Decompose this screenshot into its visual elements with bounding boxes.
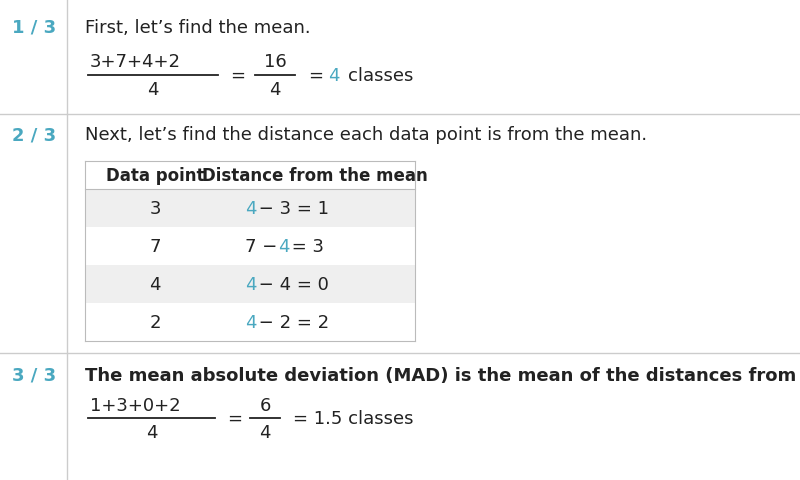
Bar [85, 265, 415, 303]
Bar [85, 162, 415, 190]
Text: 2 / 3: 2 / 3 [12, 126, 56, 144]
Text: 4: 4 [146, 423, 158, 441]
Text: =: = [227, 409, 242, 427]
Bar [85, 303, 415, 341]
Text: 1+3+0+2: 1+3+0+2 [90, 396, 181, 414]
Text: 6: 6 [259, 396, 270, 414]
Text: = 3: = 3 [286, 238, 324, 255]
Text: 3: 3 [150, 200, 161, 217]
Text: 4: 4 [245, 313, 257, 331]
Text: 4: 4 [259, 423, 270, 441]
Text: = 1.5 classes: = 1.5 classes [293, 409, 414, 427]
Text: − 4 = 0: − 4 = 0 [253, 276, 329, 293]
Text: 4: 4 [278, 238, 290, 255]
Text: 7 −: 7 − [245, 238, 283, 255]
Text: classes: classes [348, 67, 414, 85]
Text: 4: 4 [245, 276, 257, 293]
Text: 7: 7 [150, 238, 161, 255]
Bar [85, 228, 415, 265]
Text: 3 / 3: 3 / 3 [12, 366, 56, 384]
Text: 4: 4 [270, 81, 281, 99]
Text: Data point: Data point [106, 167, 204, 185]
Text: 16: 16 [264, 53, 286, 71]
Text: Next, let’s find the distance each data point is from the mean.: Next, let’s find the distance each data … [85, 126, 647, 144]
Bar [85, 190, 415, 228]
Text: =: = [230, 67, 245, 85]
Text: First, let’s find the mean.: First, let’s find the mean. [85, 19, 310, 37]
Text: 4: 4 [147, 81, 158, 99]
Text: 2: 2 [150, 313, 161, 331]
Text: =: = [308, 67, 323, 85]
Text: 3+7+4+2: 3+7+4+2 [90, 53, 181, 71]
Text: 4: 4 [328, 67, 339, 85]
Text: The mean absolute deviation (MAD) is the mean of the distances from the mean.: The mean absolute deviation (MAD) is the… [85, 366, 800, 384]
Text: − 3 = 1: − 3 = 1 [253, 200, 330, 217]
Text: 4: 4 [150, 276, 161, 293]
Text: Distance from the mean: Distance from the mean [202, 167, 428, 185]
Text: 4: 4 [245, 200, 257, 217]
Text: 1 / 3: 1 / 3 [12, 19, 56, 37]
Text: − 2 = 2: − 2 = 2 [253, 313, 330, 331]
